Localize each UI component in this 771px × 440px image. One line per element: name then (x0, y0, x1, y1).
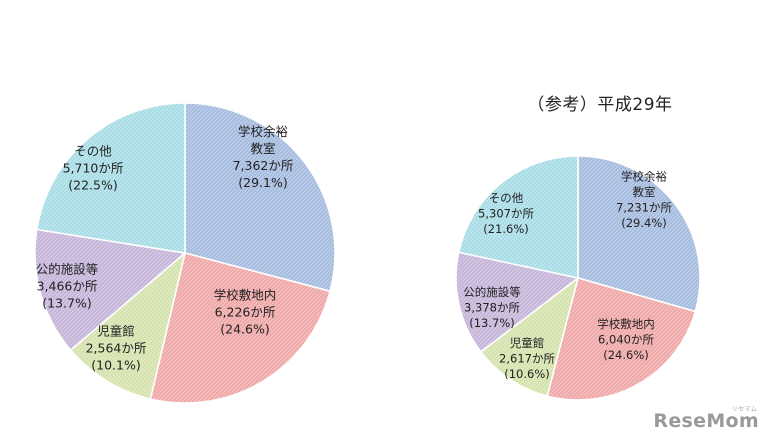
slice-label-percent: (10.1%) (91, 358, 140, 373)
pie-slice (184, 102, 336, 293)
slice-label-name: 児童館 (510, 336, 545, 350)
pie-slice (577, 155, 701, 313)
slice-label-count: 5,710か所 (63, 161, 124, 176)
slice-label-percent: (29.1%) (238, 175, 287, 190)
pie-slice (479, 276, 580, 397)
watermark-text: ReseMom (653, 410, 759, 432)
slice-label-count: 3,378か所 (464, 301, 520, 315)
slice-label-name: 学校余裕 (238, 124, 288, 139)
slice-label-name: 公的施設等 (36, 262, 99, 277)
watermark-small-text: リセマム (731, 406, 757, 413)
slice-label-percent: (13.7%) (42, 296, 91, 311)
resemom-logo: ReseMom リセマム (653, 406, 759, 432)
slice-label-name: 学校余裕 (621, 169, 667, 183)
pie-slice (546, 277, 697, 401)
pie-slice (34, 228, 187, 352)
slice-label-percent: (24.6%) (220, 322, 269, 337)
slice-label-count: 5,307か所 (478, 207, 534, 221)
slice-label-count: 2,564か所 (86, 341, 147, 356)
slice-label-name: 教室 (250, 141, 275, 156)
slice-label-percent: (10.6%) (504, 367, 550, 381)
slice-label-count: 3,466か所 (37, 279, 98, 294)
pie-slice (69, 250, 187, 400)
slice-label-percent: (22.5%) (68, 178, 117, 193)
slice-label-count: 2,617か所 (499, 352, 555, 366)
slice-label-name: 学校敷地内 (214, 288, 277, 303)
slice-label-count: 7,231か所 (616, 200, 672, 214)
slice-label-name: 教室 (633, 185, 656, 199)
slice-label-name: その他 (74, 144, 112, 159)
slice-label-count: 7,362か所 (233, 158, 294, 173)
slice-label-percent: (21.6%) (483, 222, 529, 236)
pie-slice (149, 252, 331, 404)
slice-label-percent: (29.4%) (621, 216, 667, 230)
slice-label-name: 児童館 (97, 324, 135, 339)
slice-label-count: 6,040か所 (598, 333, 654, 347)
slice-label-percent: (24.6%) (603, 348, 649, 362)
slice-label-percent: (13.7%) (469, 316, 515, 330)
pie-slice (457, 155, 579, 279)
slice-label-name: 学校敷地内 (597, 317, 655, 331)
slice-label-name: 公的施設等 (463, 285, 521, 299)
slice-label-count: 6,226か所 (215, 305, 276, 320)
pie-slice (455, 251, 580, 353)
slice-label-name: その他 (489, 191, 524, 205)
chart-title-reference: （参考）平成29年 (527, 95, 673, 115)
pie-slice (35, 102, 186, 254)
